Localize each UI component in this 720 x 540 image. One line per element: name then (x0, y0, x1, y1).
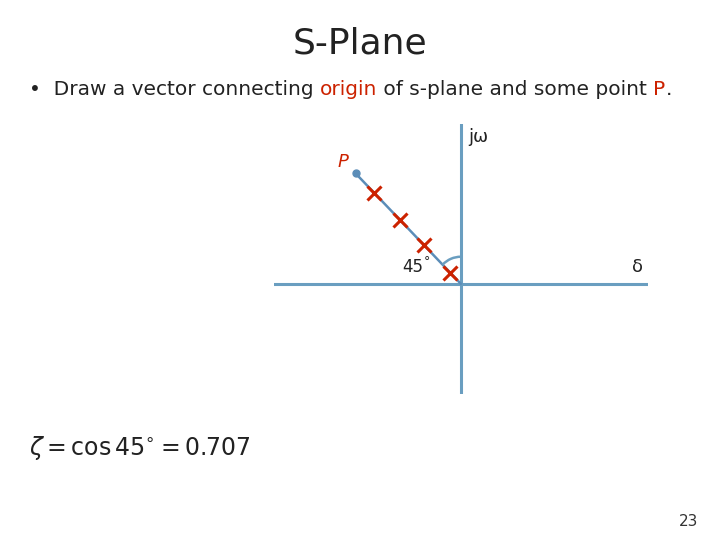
Text: P: P (654, 79, 666, 99)
Text: °: ° (424, 255, 431, 268)
Text: $\zeta = \cos 45^{\circ} = 0.707$: $\zeta = \cos 45^{\circ} = 0.707$ (29, 434, 251, 462)
Text: •  Draw a vector connecting: • Draw a vector connecting (29, 79, 320, 99)
Text: 23: 23 (679, 514, 698, 529)
Text: origin: origin (320, 79, 377, 99)
Text: P: P (338, 153, 348, 171)
Text: δ: δ (632, 258, 644, 276)
Text: of s-plane and some point: of s-plane and some point (377, 79, 654, 99)
Text: .: . (666, 79, 672, 99)
Text: S-Plane: S-Plane (293, 27, 427, 61)
Text: jω: jω (468, 128, 488, 146)
Text: 45: 45 (402, 258, 423, 276)
